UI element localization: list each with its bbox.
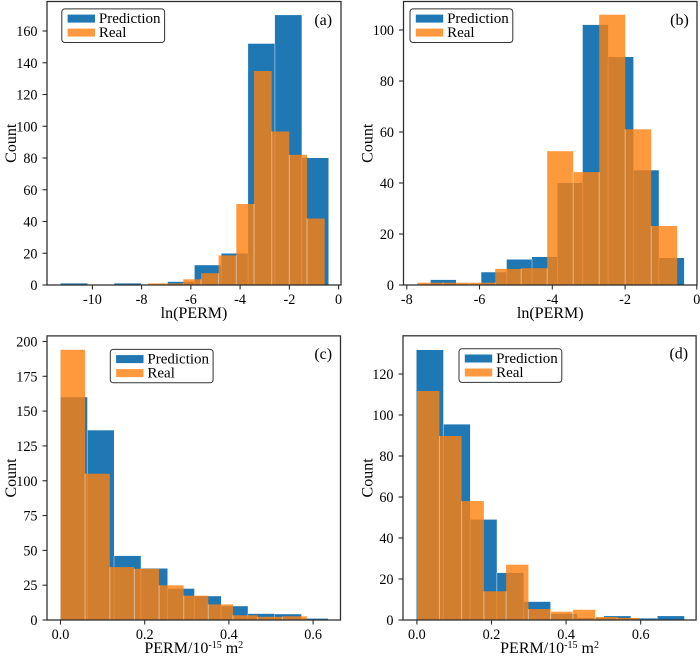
svg-text:0.6: 0.6 — [632, 627, 650, 643]
svg-text:0.6: 0.6 — [304, 627, 322, 643]
svg-text:0.4: 0.4 — [557, 627, 575, 643]
svg-text:ln(PERM): ln(PERM) — [161, 305, 228, 322]
svg-text:Count: Count — [360, 123, 377, 163]
svg-text:80: 80 — [23, 151, 37, 167]
svg-text:-8: -8 — [136, 292, 148, 308]
svg-text:100: 100 — [373, 23, 394, 39]
svg-text:Prediction: Prediction — [447, 11, 509, 27]
svg-text:Count: Count — [3, 123, 20, 163]
svg-text:75: 75 — [23, 509, 37, 525]
svg-text:(a): (a) — [314, 12, 332, 29]
svg-text:-6: -6 — [474, 292, 486, 308]
svg-text:-8: -8 — [401, 292, 413, 308]
svg-text:0.2: 0.2 — [483, 627, 501, 643]
svg-text:0: 0 — [693, 292, 700, 308]
svg-text:-10: -10 — [83, 292, 102, 308]
svg-text:100: 100 — [16, 119, 37, 135]
svg-text:Prediction: Prediction — [147, 352, 209, 368]
svg-text:0: 0 — [335, 292, 342, 308]
svg-text:Real: Real — [99, 25, 127, 41]
svg-text:200: 200 — [16, 335, 37, 351]
svg-text:(b): (b) — [670, 12, 689, 29]
svg-text:0.0: 0.0 — [52, 627, 70, 643]
svg-text:40: 40 — [23, 215, 37, 231]
svg-text:60: 60 — [380, 125, 394, 141]
svg-text:(c): (c) — [314, 346, 332, 363]
svg-text:0.4: 0.4 — [220, 627, 238, 643]
svg-text:175: 175 — [16, 369, 37, 385]
svg-text:0.2: 0.2 — [136, 627, 154, 643]
svg-text:140: 140 — [16, 56, 37, 72]
svg-text:Count: Count — [3, 458, 20, 498]
svg-text:100: 100 — [16, 474, 37, 490]
svg-text:100: 100 — [372, 408, 393, 424]
svg-text:60: 60 — [23, 183, 37, 199]
svg-text:0: 0 — [30, 613, 37, 629]
svg-text:20: 20 — [380, 227, 394, 243]
svg-text:0: 0 — [30, 278, 37, 294]
svg-text:PERM/10-15 m2: PERM/10-15 m2 — [144, 640, 243, 657]
svg-text:50: 50 — [23, 543, 37, 559]
svg-text:-4: -4 — [234, 292, 246, 308]
svg-text:ln(PERM): ln(PERM) — [517, 305, 584, 322]
svg-text:125: 125 — [16, 439, 37, 455]
svg-text:160: 160 — [16, 24, 37, 40]
svg-text:20: 20 — [23, 246, 37, 262]
svg-text:Count: Count — [360, 458, 377, 498]
svg-text:-4: -4 — [546, 292, 558, 308]
svg-text:Real: Real — [447, 25, 475, 41]
svg-text:-2: -2 — [619, 292, 631, 308]
svg-text:40: 40 — [379, 531, 393, 547]
svg-text:-6: -6 — [185, 292, 197, 308]
svg-text:60: 60 — [379, 490, 393, 506]
svg-text:Real: Real — [496, 365, 523, 381]
svg-text:(d): (d) — [669, 346, 688, 363]
svg-text:Prediction: Prediction — [99, 11, 161, 27]
svg-text:80: 80 — [380, 74, 394, 90]
svg-text:150: 150 — [16, 404, 37, 420]
svg-text:120: 120 — [372, 367, 393, 383]
svg-text:80: 80 — [379, 449, 393, 465]
svg-text:25: 25 — [23, 578, 37, 594]
svg-text:20: 20 — [379, 572, 393, 588]
svg-text:40: 40 — [380, 176, 394, 192]
svg-text:-2: -2 — [283, 292, 295, 308]
svg-text:0: 0 — [386, 613, 393, 629]
svg-text:0: 0 — [387, 278, 394, 294]
svg-text:Real: Real — [147, 365, 175, 381]
svg-text:PERM/10-15 m2: PERM/10-15 m2 — [500, 640, 599, 657]
svg-text:Prediction: Prediction — [496, 351, 558, 367]
svg-text:0.0: 0.0 — [408, 627, 426, 643]
svg-text:120: 120 — [16, 88, 37, 104]
